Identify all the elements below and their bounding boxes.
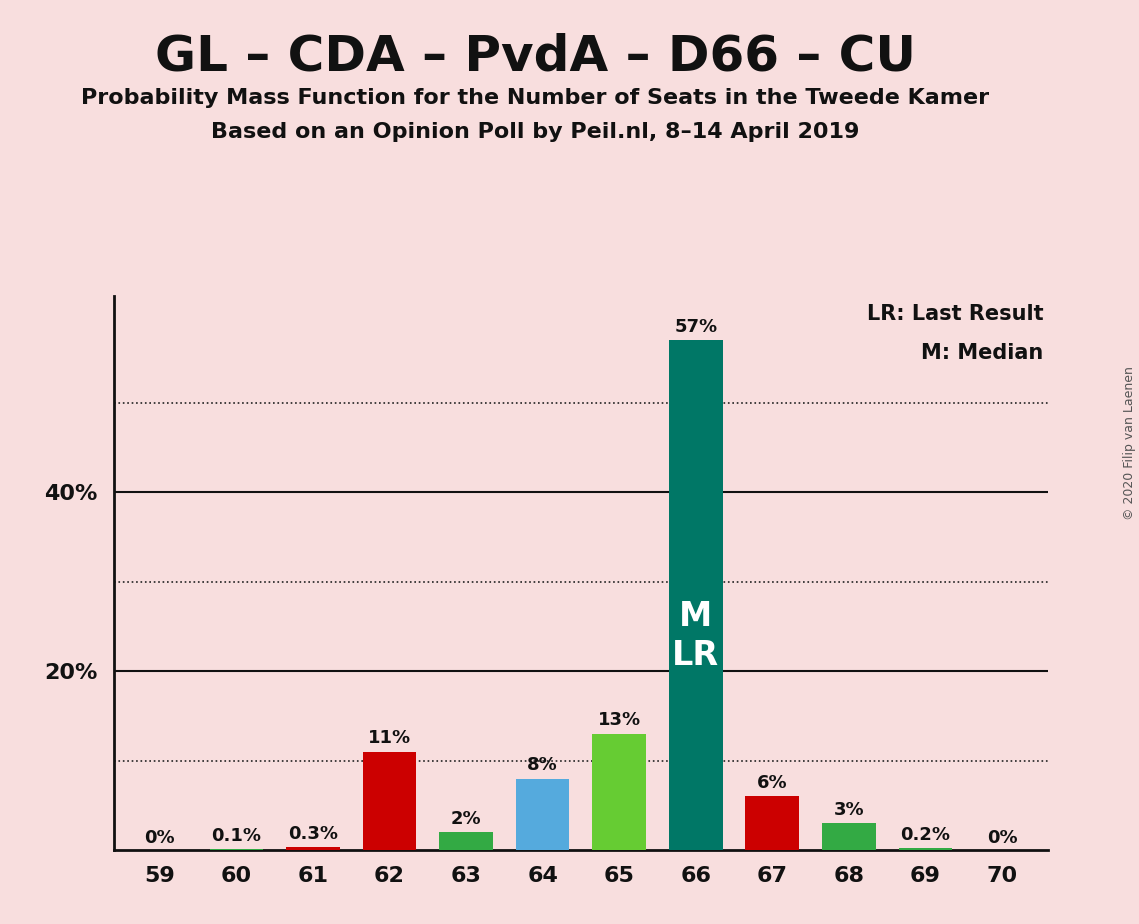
Bar	[440, 833, 493, 850]
Bar	[286, 847, 339, 850]
Text: M
LR: M LR	[672, 601, 720, 672]
Text: Probability Mass Function for the Number of Seats in the Tweede Kamer: Probability Mass Function for the Number…	[81, 88, 990, 108]
Bar	[592, 734, 646, 850]
Text: 0%: 0%	[145, 829, 175, 846]
Bar	[669, 340, 722, 850]
Text: 8%: 8%	[527, 756, 558, 774]
Text: 2%: 2%	[451, 809, 482, 828]
Bar	[899, 848, 952, 850]
Text: 0.1%: 0.1%	[212, 827, 261, 845]
Bar	[362, 752, 416, 850]
Text: 0.3%: 0.3%	[288, 825, 338, 843]
Bar	[822, 823, 876, 850]
Text: 57%: 57%	[674, 318, 718, 336]
Text: 13%: 13%	[598, 711, 641, 729]
Bar	[516, 779, 570, 850]
Text: Based on an Opinion Poll by Peil.nl, 8–14 April 2019: Based on an Opinion Poll by Peil.nl, 8–1…	[211, 122, 860, 142]
Text: LR: Last Result
M: Median: LR: Last Result M: Median	[867, 304, 1043, 363]
Text: 0%: 0%	[986, 829, 1017, 846]
Text: GL – CDA – PvdA – D66 – CU: GL – CDA – PvdA – D66 – CU	[155, 32, 916, 80]
Bar	[746, 796, 800, 850]
Text: 11%: 11%	[368, 729, 411, 748]
Text: © 2020 Filip van Laenen: © 2020 Filip van Laenen	[1123, 367, 1137, 520]
Text: 0.2%: 0.2%	[901, 826, 950, 844]
Text: 3%: 3%	[834, 801, 865, 819]
Text: 6%: 6%	[757, 774, 787, 792]
